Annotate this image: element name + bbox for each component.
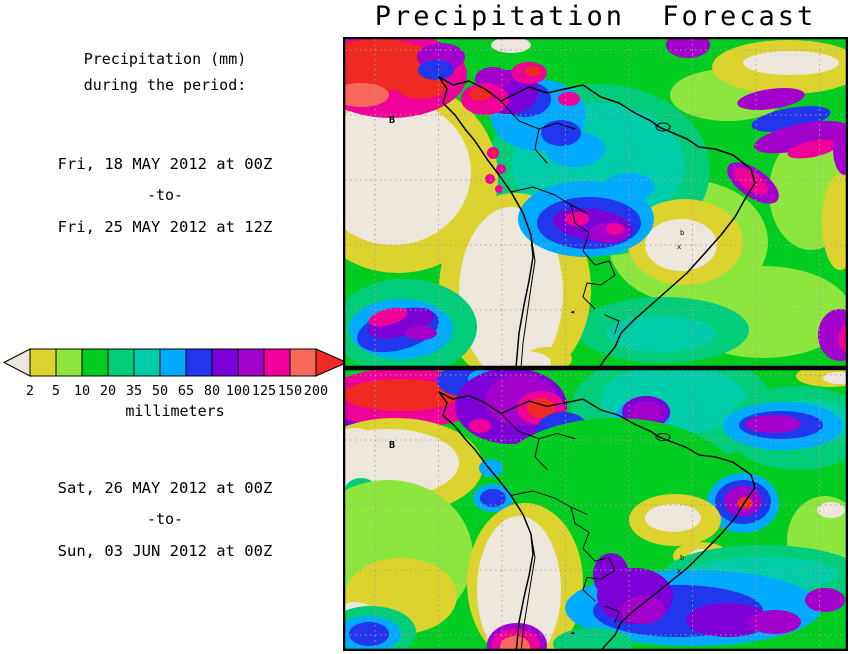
map-panels: B x b ◄	[343, 37, 848, 651]
period-1-start: Fri, 18 MAY 2012 at 00Z	[57, 155, 273, 173]
legend-band	[237, 348, 265, 377]
legend-threshold: 150	[278, 383, 302, 399]
legend-threshold: 35	[126, 383, 142, 399]
legend-band	[81, 348, 109, 377]
legend-unit-label: millimeters	[125, 402, 225, 420]
map-annotations-top: B x b ◄	[389, 115, 684, 316]
legend-heading: Precipitation (mm) during the period:	[25, 46, 305, 98]
marker-x: x	[677, 567, 681, 575]
legend-band	[55, 348, 83, 377]
page-title: Precipitation Forecast	[374, 1, 817, 32]
marker-arrow: ◄	[570, 629, 575, 637]
period-1-end: Fri, 25 MAY 2012 at 12Z	[57, 218, 273, 236]
latlon-grid-bottom	[345, 370, 846, 649]
precip-field-top	[343, 37, 848, 368]
legend-band	[211, 348, 239, 377]
legend-band	[159, 348, 187, 377]
legend-left-arrow	[2, 348, 31, 377]
period-1: Fri, 18 MAY 2012 at 00Z -to- Fri, 25 MAY…	[15, 155, 315, 236]
coastline-bottom	[438, 391, 756, 651]
color-scale-legend: 2 5 10 20 35 50 65 80 100 125 150 200 millimeters	[0, 343, 350, 420]
map-annotations-bottom: B x b ◄	[389, 440, 684, 637]
marker-b: b	[680, 229, 684, 237]
legend-threshold: 5	[52, 383, 60, 399]
legend-color-bands	[29, 348, 317, 377]
legend-band	[133, 348, 161, 377]
legend-band	[185, 348, 213, 377]
legend-threshold: 65	[178, 383, 194, 399]
legend-band	[107, 348, 135, 377]
legend-threshold: 125	[252, 383, 276, 399]
legend-threshold: 80	[204, 383, 220, 399]
legend-threshold: 200	[304, 383, 328, 399]
legend-band	[29, 348, 57, 377]
precip-field-bottom	[343, 368, 848, 651]
legend-threshold-labels: 2 5 10 20 35 50 65 80 100 125 150 200	[26, 383, 328, 399]
legend-threshold: 100	[226, 383, 250, 399]
marker-arrow: ◄	[570, 308, 575, 316]
low-center-label: B	[389, 115, 395, 126]
legend-threshold: 20	[100, 383, 116, 399]
precip-map-bottom: B x b ◄	[343, 368, 848, 651]
period-1-separator: -to-	[146, 186, 184, 204]
heading-line-2: during the period:	[83, 76, 247, 94]
legend-threshold: 50	[152, 383, 168, 399]
period-2-separator: -to-	[146, 510, 184, 528]
precip-map-top: B x b ◄	[343, 37, 848, 368]
period-2-end: Sun, 03 JUN 2012 at 00Z	[57, 542, 273, 560]
legend-band	[263, 348, 291, 377]
marker-x: x	[677, 243, 681, 251]
map-frame-top	[343, 37, 848, 368]
color-scale-arrow: 2 5 10 20 35 50 65 80 100 125 150 200	[2, 348, 349, 399]
period-2: Sat, 26 MAY 2012 at 00Z -to- Sun, 03 JUN…	[15, 479, 315, 560]
low-center-label: B	[389, 440, 395, 451]
period-2-start: Sat, 26 MAY 2012 at 00Z	[57, 479, 273, 497]
coastline-top	[438, 76, 756, 368]
legend-band	[289, 348, 317, 377]
map-frame-bottom	[343, 368, 848, 651]
legend-threshold: 2	[26, 383, 34, 399]
legend-threshold: 10	[74, 383, 90, 399]
latlon-grid-top	[345, 39, 846, 366]
marker-b: b	[680, 554, 684, 562]
heading-line-1: Precipitation (mm)	[83, 50, 247, 68]
